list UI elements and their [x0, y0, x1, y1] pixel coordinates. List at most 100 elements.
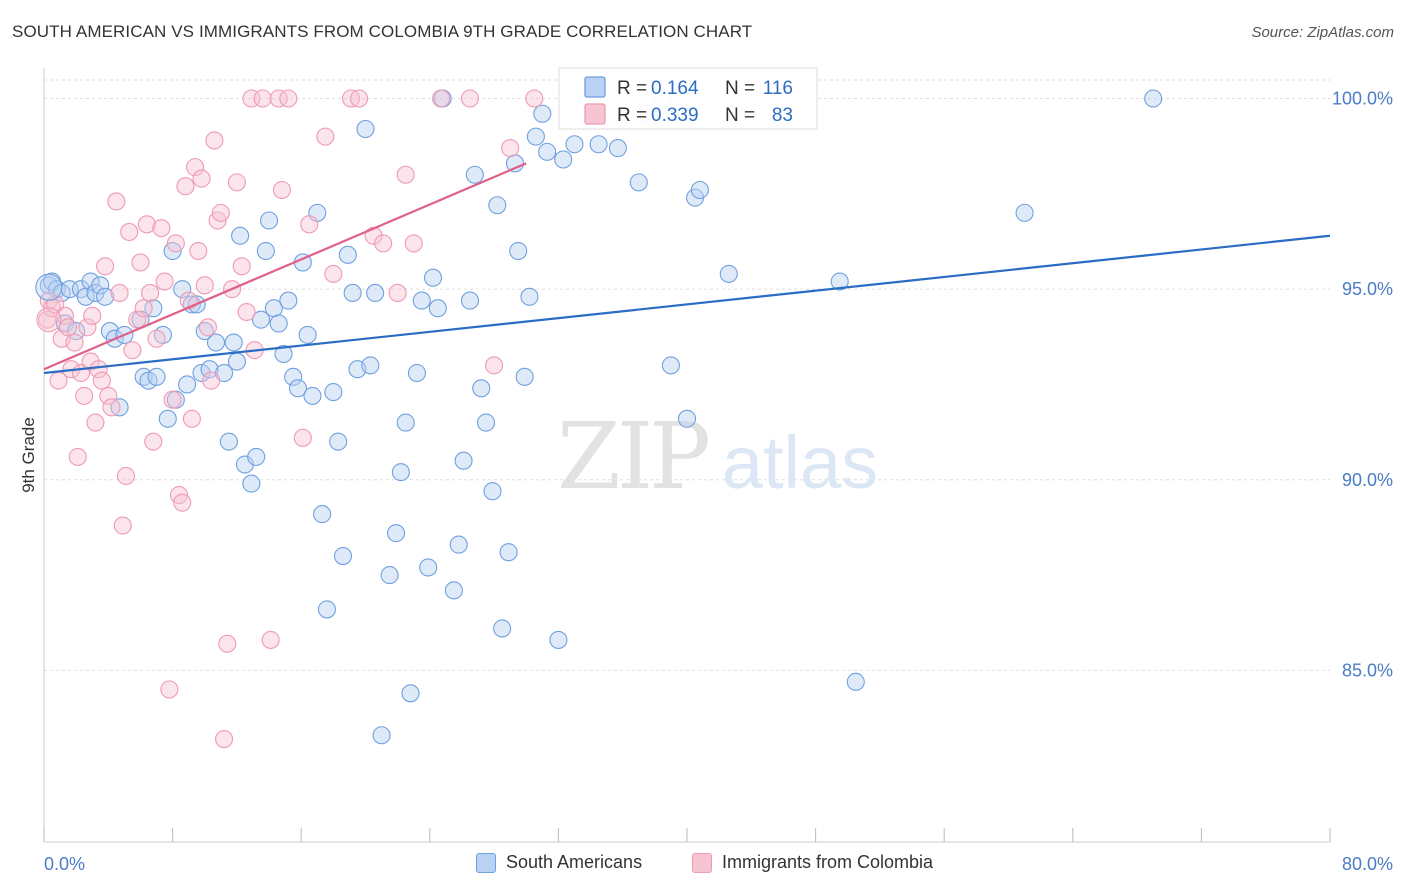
- point-south-american[interactable]: [407, 363, 426, 383]
- point-colombia[interactable]: [211, 203, 230, 222]
- point-colombia[interactable]: [374, 234, 393, 253]
- point-colombia[interactable]: [102, 398, 121, 417]
- point-south-american[interactable]: [274, 344, 293, 364]
- point-south-american[interactable]: [465, 165, 484, 184]
- point-south-american[interactable]: [460, 291, 480, 310]
- point-south-american[interactable]: [298, 325, 317, 344]
- point-colombia[interactable]: [189, 241, 208, 261]
- point-south-american[interactable]: [509, 241, 528, 261]
- point-colombia[interactable]: [83, 306, 102, 325]
- point-south-american[interactable]: [690, 180, 709, 200]
- point-south-american[interactable]: [158, 409, 177, 428]
- point-south-american[interactable]: [477, 413, 496, 432]
- point-colombia[interactable]: [324, 264, 343, 283]
- point-south-american[interactable]: [554, 150, 573, 169]
- point-south-american[interactable]: [313, 505, 332, 524]
- point-colombia[interactable]: [218, 634, 237, 653]
- point-colombia[interactable]: [205, 131, 224, 150]
- point-colombia[interactable]: [182, 409, 201, 428]
- point-colombia[interactable]: [163, 390, 182, 409]
- legend-item-immigrants-colombia[interactable]: Immigrants from Colombia: [692, 852, 933, 873]
- point-colombia[interactable]: [123, 341, 142, 360]
- point-south-american[interactable]: [333, 546, 353, 566]
- point-south-american[interactable]: [200, 360, 219, 379]
- point-south-american[interactable]: [719, 264, 738, 283]
- point-colombia[interactable]: [192, 169, 211, 188]
- point-colombia[interactable]: [232, 257, 251, 276]
- point-colombia[interactable]: [460, 89, 480, 108]
- point-colombia[interactable]: [300, 215, 319, 234]
- point-colombia[interactable]: [144, 432, 163, 451]
- point-colombia[interactable]: [113, 516, 132, 535]
- point-colombia[interactable]: [198, 318, 218, 337]
- point-colombia[interactable]: [237, 302, 256, 322]
- point-colombia[interactable]: [120, 222, 139, 242]
- point-colombia[interactable]: [166, 234, 185, 253]
- point-south-american[interactable]: [356, 119, 375, 139]
- point-south-american[interactable]: [81, 272, 100, 291]
- point-colombia[interactable]: [110, 283, 129, 303]
- point-colombia[interactable]: [160, 680, 179, 699]
- point-south-american[interactable]: [661, 356, 680, 375]
- point-colombia[interactable]: [89, 360, 108, 379]
- point-colombia[interactable]: [485, 356, 504, 375]
- point-south-american[interactable]: [538, 142, 557, 161]
- point-south-american[interactable]: [629, 173, 648, 192]
- point-south-american[interactable]: [488, 196, 507, 215]
- point-south-american[interactable]: [206, 333, 226, 352]
- point-colombia[interactable]: [293, 428, 312, 447]
- point-colombia[interactable]: [269, 89, 288, 108]
- point-south-american[interactable]: [830, 272, 849, 291]
- point-south-american[interactable]: [472, 379, 491, 398]
- point-colombia[interactable]: [173, 493, 192, 512]
- point-south-american[interactable]: [608, 139, 627, 158]
- point-south-american[interactable]: [284, 367, 303, 386]
- point-south-american[interactable]: [391, 463, 410, 482]
- point-south-american[interactable]: [324, 383, 343, 402]
- point-south-american[interactable]: [565, 135, 584, 154]
- point-colombia[interactable]: [141, 283, 160, 303]
- point-south-american[interactable]: [251, 310, 271, 329]
- point-colombia[interactable]: [501, 139, 520, 158]
- point-colombia[interactable]: [137, 215, 156, 234]
- point-colombia[interactable]: [350, 89, 369, 108]
- point-south-american[interactable]: [483, 482, 502, 501]
- point-colombia[interactable]: [272, 180, 291, 200]
- point-colombia[interactable]: [78, 318, 97, 337]
- point-south-american[interactable]: [361, 356, 380, 375]
- point-colombia[interactable]: [525, 89, 544, 108]
- point-south-american[interactable]: [329, 432, 348, 451]
- point-south-american[interactable]: [454, 451, 473, 470]
- point-colombia[interactable]: [128, 310, 147, 329]
- point-south-american[interactable]: [423, 268, 443, 287]
- point-south-american[interactable]: [91, 276, 110, 295]
- point-colombia[interactable]: [404, 234, 423, 253]
- point-south-american[interactable]: [242, 474, 261, 493]
- point-colombia-cluster[interactable]: [36, 307, 62, 333]
- point-south-american[interactable]: [444, 581, 463, 600]
- point-south-american[interactable]: [493, 619, 512, 638]
- point-south-american[interactable]: [96, 287, 115, 306]
- point-colombia[interactable]: [432, 89, 451, 108]
- point-south-american[interactable]: [147, 367, 166, 386]
- point-south-american[interactable]: [526, 127, 545, 146]
- point-south-american[interactable]: [279, 291, 298, 310]
- point-south-american[interactable]: [1015, 203, 1034, 222]
- point-south-american[interactable]: [317, 600, 336, 619]
- point-colombia[interactable]: [75, 386, 94, 405]
- point-colombia[interactable]: [155, 272, 174, 291]
- point-colombia[interactable]: [388, 283, 407, 303]
- point-colombia[interactable]: [59, 318, 78, 337]
- point-south-american[interactable]: [396, 413, 415, 432]
- point-south-american[interactable]: [256, 241, 275, 261]
- point-south-american[interactable]: [303, 386, 322, 405]
- point-south-american[interactable]: [343, 283, 362, 303]
- point-south-american[interactable]: [338, 245, 357, 264]
- point-south-american[interactable]: [412, 291, 431, 310]
- point-south-american[interactable]: [499, 543, 518, 562]
- point-south-american[interactable]: [173, 280, 192, 299]
- point-south-american[interactable]: [144, 299, 163, 318]
- point-colombia[interactable]: [396, 165, 415, 184]
- point-south-american[interactable]: [428, 299, 447, 318]
- point-colombia[interactable]: [65, 333, 84, 352]
